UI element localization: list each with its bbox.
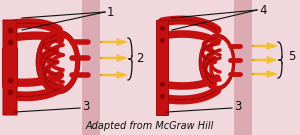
Polygon shape bbox=[41, 36, 75, 88]
Polygon shape bbox=[121, 55, 128, 60]
Polygon shape bbox=[121, 40, 128, 45]
Text: Adapted from McGraw Hill: Adapted from McGraw Hill bbox=[86, 121, 214, 131]
Text: 3: 3 bbox=[82, 100, 89, 114]
Polygon shape bbox=[100, 57, 122, 59]
Polygon shape bbox=[100, 74, 122, 76]
Polygon shape bbox=[155, 20, 169, 115]
FancyBboxPatch shape bbox=[234, 0, 252, 135]
Polygon shape bbox=[252, 73, 272, 75]
Polygon shape bbox=[271, 43, 278, 48]
Polygon shape bbox=[252, 45, 272, 47]
Polygon shape bbox=[36, 30, 80, 94]
Text: 1: 1 bbox=[107, 6, 115, 18]
FancyBboxPatch shape bbox=[82, 0, 100, 135]
Polygon shape bbox=[2, 20, 17, 115]
Polygon shape bbox=[2, 20, 17, 115]
Polygon shape bbox=[199, 34, 235, 90]
Text: 2: 2 bbox=[136, 53, 143, 65]
Polygon shape bbox=[252, 59, 272, 61]
Polygon shape bbox=[271, 58, 278, 63]
Polygon shape bbox=[271, 72, 278, 77]
Text: 5: 5 bbox=[288, 50, 296, 63]
Text: 4: 4 bbox=[259, 4, 266, 16]
Text: 3: 3 bbox=[234, 100, 242, 114]
Polygon shape bbox=[100, 41, 122, 43]
Polygon shape bbox=[121, 72, 128, 77]
Polygon shape bbox=[155, 20, 169, 115]
Polygon shape bbox=[202, 38, 232, 86]
